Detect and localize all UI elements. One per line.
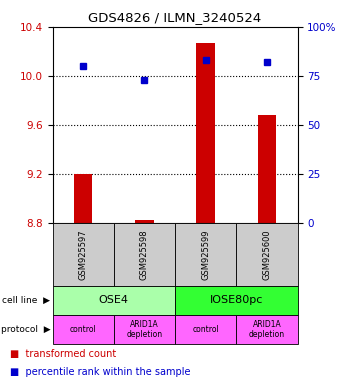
Bar [135,220,154,223]
Text: control: control [192,325,219,334]
Bar [258,115,276,223]
Text: ARID1A
depletion: ARID1A depletion [249,319,285,339]
Text: ARID1A
depletion: ARID1A depletion [126,319,162,339]
Text: GSM925599: GSM925599 [201,229,210,280]
Text: IOSE80pc: IOSE80pc [210,295,263,306]
Text: ■  transformed count: ■ transformed count [10,349,117,359]
Text: GSM925598: GSM925598 [140,229,149,280]
Text: GSM925600: GSM925600 [262,229,271,280]
Text: control: control [70,325,97,334]
Text: ■  percentile rank within the sample: ■ percentile rank within the sample [10,367,191,377]
Text: protocol  ▶: protocol ▶ [1,325,51,334]
Bar [196,43,215,223]
Text: cell line  ▶: cell line ▶ [2,296,50,305]
Title: GDS4826 / ILMN_3240524: GDS4826 / ILMN_3240524 [88,11,262,24]
Text: OSE4: OSE4 [99,295,129,306]
Bar [74,174,92,223]
Text: GSM925597: GSM925597 [79,229,88,280]
